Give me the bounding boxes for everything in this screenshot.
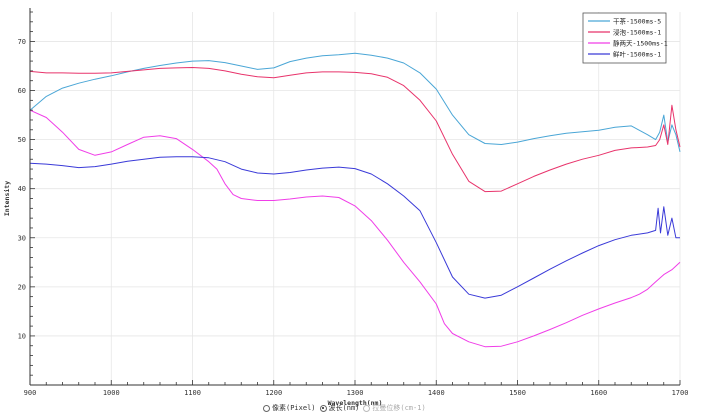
y-tick-label: 40 <box>18 185 26 193</box>
axes: 900 1000 1100 1200 1300 1400 1500 1600 1700 10 20 3… <box>3 8 688 407</box>
y-axis-title: Intensity <box>3 181 11 216</box>
y-tick-label: 60 <box>18 87 26 95</box>
x-tick-label: 1200 <box>265 389 282 397</box>
y-tick-label: 70 <box>18 38 26 46</box>
legend-label: 干茶-1500ms-5 <box>613 17 661 26</box>
y-tick-label: 10 <box>18 332 26 340</box>
x-tick-label: 1400 <box>428 389 445 397</box>
series-line-2 <box>29 67 681 193</box>
legend-label: 鲜叶-1500ms-1 <box>613 50 661 59</box>
x-tick-label: 1100 <box>184 389 201 397</box>
radio-button[interactable] <box>319 404 327 412</box>
unit-option-2[interactable]: 波长(nm) <box>319 403 360 413</box>
y-tick-label: 30 <box>18 234 26 242</box>
unit-mode-selector: 像素(Pixel) 波长(nm) 拉曼位移(cm-1) <box>263 402 426 414</box>
radio-button <box>363 404 371 412</box>
series-line-3 <box>29 109 681 348</box>
x-axis-title: Wavelength(nm) <box>328 399 383 407</box>
series-line-4 <box>29 156 680 299</box>
x-tick-label: 1000 <box>103 389 120 397</box>
unit-option-1[interactable]: 像素(Pixel) <box>263 403 316 413</box>
radio-label: 拉曼位移(cm-1) <box>372 404 426 412</box>
y-tick-label: 20 <box>18 283 26 291</box>
x-tick-label: 1300 <box>347 389 364 397</box>
x-tick-label: 1700 <box>672 389 689 397</box>
x-tick-label: 1500 <box>509 389 526 397</box>
legend-label: 静两天-1500ms-1 <box>613 39 668 48</box>
radio-button[interactable] <box>263 404 270 412</box>
x-tick-label: 900 <box>24 389 37 397</box>
unit-option-3: 拉曼位移(cm-1) <box>363 403 426 413</box>
radio-label: 像素(Pixel) <box>272 404 316 412</box>
y-tick-label: 50 <box>18 136 26 144</box>
radio-label: 波长(nm) <box>328 404 360 412</box>
legend: 干茶-1500ms-5 浸泡-1500ms-1 静两天-1500ms-1 鲜叶-150… <box>582 12 668 64</box>
legend-label: 浸泡-1500ms-1 <box>613 28 661 37</box>
series-line-1 <box>29 52 681 153</box>
x-tick-label: 1600 <box>590 389 607 397</box>
grid-lines <box>30 12 681 385</box>
series-layer <box>29 52 681 348</box>
